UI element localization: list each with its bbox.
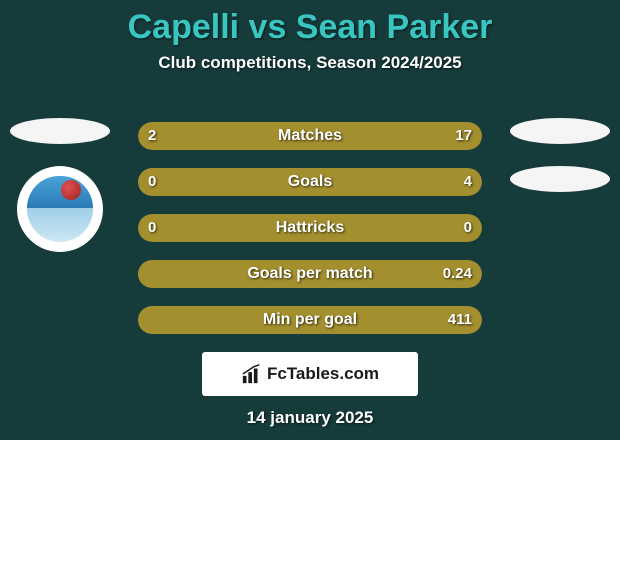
badge-sky [27, 176, 93, 208]
right-player-column [500, 118, 620, 214]
player-right-club-oval [510, 166, 610, 192]
bar-value-right: 411 [448, 306, 472, 334]
bar-label: Goals [138, 168, 482, 196]
bar-label: Goals per match [138, 260, 482, 288]
bar-value-right: 17 [455, 122, 472, 150]
stat-row: Min per goal411 [138, 306, 482, 334]
badge-wave [27, 208, 93, 242]
bar-label: Hattricks [138, 214, 482, 242]
bars-icon [241, 363, 263, 385]
brand-box: FcTables.com [202, 352, 418, 396]
stat-bars: Matches217Goals04Hattricks00Goals per ma… [138, 122, 482, 352]
bar-value-right: 0 [464, 214, 472, 242]
stats-panel: Capelli vs Sean Parker Club competitions… [0, 0, 620, 440]
bar-value-right: 4 [464, 168, 472, 196]
bar-value-left: 0 [148, 168, 156, 196]
bar-value-left: 0 [148, 214, 156, 242]
player-left-name-oval [10, 118, 110, 144]
stat-row: Goals per match0.24 [138, 260, 482, 288]
bar-value-right: 0.24 [443, 260, 472, 288]
brand-text: FcTables.com [267, 364, 379, 384]
badge-ball [61, 180, 81, 200]
left-player-column [0, 118, 120, 252]
player-left-club-badge [17, 166, 103, 252]
bar-label: Min per goal [138, 306, 482, 334]
bar-value-left: 2 [148, 122, 156, 150]
stat-row: Hattricks0 0 [138, 214, 482, 242]
stat-row: Goals0 4 [138, 168, 482, 196]
subtitle: Club competitions, Season 2024/2025 [0, 53, 620, 73]
bar-label: Matches [138, 122, 482, 150]
date-text: 14 january 2025 [0, 408, 620, 428]
player-right-name-oval [510, 118, 610, 144]
page-title: Capelli vs Sean Parker [0, 0, 620, 47]
stat-row: Matches2 17 [138, 122, 482, 150]
